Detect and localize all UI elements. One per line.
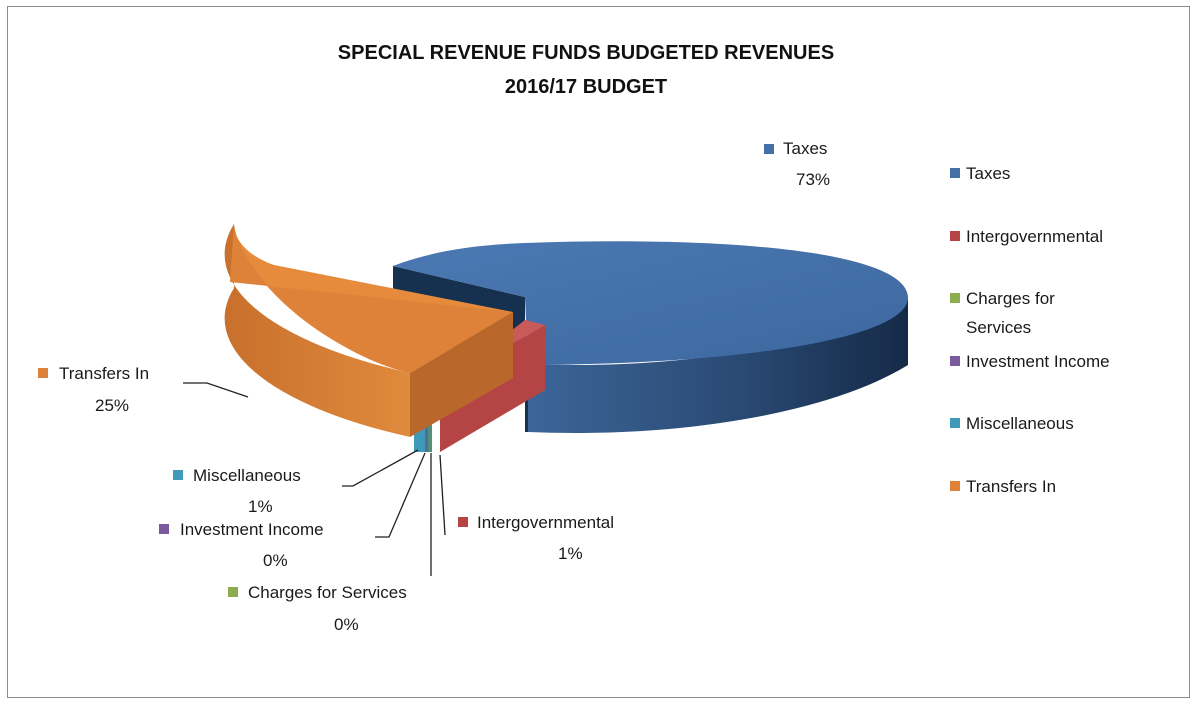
data-label-investment-income-name: Investment Income: [180, 520, 324, 539]
data-label-investment-income-marker: [159, 524, 169, 534]
legend-item-miscellaneous: Miscellaneous: [966, 414, 1074, 433]
slice-taxes-rim: [528, 297, 908, 434]
data-label-investment-income: Investment Income 0%: [159, 520, 324, 570]
legend-item-transfers-in: Transfers In: [966, 477, 1056, 496]
data-label-charges-for-services-marker: [228, 587, 238, 597]
data-label-miscellaneous: Miscellaneous 1%: [173, 466, 301, 516]
data-label-investment-income-value: 0%: [263, 551, 288, 570]
legend-marker-investment-income: [950, 356, 960, 366]
data-label-intergovernmental-marker: [458, 517, 468, 527]
legend-marker-transfers-in: [950, 481, 960, 491]
data-label-transfers-in-name: Transfers In: [59, 364, 149, 383]
chart-subtitle: 2016/17 BUDGET: [504, 76, 668, 98]
legend-item-investment-income: Investment Income: [966, 352, 1110, 371]
data-label-taxes-marker: [764, 144, 774, 154]
leader-intergovernmental: [439, 454, 446, 536]
data-label-charges-for-services: Charges for Services 0%: [228, 583, 407, 634]
legend-marker-intergovernmental: [950, 231, 960, 241]
data-label-taxes: Taxes 73%: [764, 139, 830, 189]
leader-miscellaneous: [342, 449, 419, 487]
legend-marker-charges-for-services: [950, 293, 960, 303]
data-label-charges-for-services-value: 0%: [334, 615, 359, 634]
data-label-charges-for-services-name: Charges for Services: [248, 583, 407, 602]
data-label-taxes-name: Taxes: [783, 139, 827, 158]
slice-transfers-in: [224, 224, 513, 437]
slice-taxes-top: [393, 241, 909, 365]
data-label-miscellaneous-value: 1%: [248, 497, 273, 516]
data-label-taxes-value: 73%: [796, 170, 830, 189]
data-label-intergovernmental: Intergovernmental 1%: [458, 513, 614, 563]
legend-item-intergovernmental: Intergovernmental: [966, 227, 1103, 246]
leader-transfers-in: [183, 382, 249, 398]
data-label-transfers-in: Transfers In 25%: [38, 364, 149, 415]
data-label-transfers-in-value: 25%: [95, 396, 129, 415]
data-label-miscellaneous-name: Miscellaneous: [193, 466, 301, 485]
data-label-intergovernmental-value: 1%: [558, 544, 583, 563]
data-label-intergovernmental-name: Intergovernmental: [477, 513, 614, 532]
data-label-miscellaneous-marker: [173, 470, 183, 480]
chart-title: SPECIAL REVENUE FUNDS BUDGETED REVENUES: [337, 42, 835, 64]
legend: Taxes Intergovernmental Charges for Serv…: [950, 164, 1110, 496]
legend-item-charges-for-services-line1: Charges for: [966, 289, 1055, 308]
legend-item-charges-for-services-line2: Services: [966, 318, 1031, 337]
leader-investment-income: [375, 452, 426, 538]
legend-marker-taxes: [950, 168, 960, 178]
legend-marker-miscellaneous: [950, 418, 960, 428]
legend-item-taxes: Taxes: [966, 164, 1010, 183]
data-label-transfers-in-marker: [38, 368, 48, 378]
